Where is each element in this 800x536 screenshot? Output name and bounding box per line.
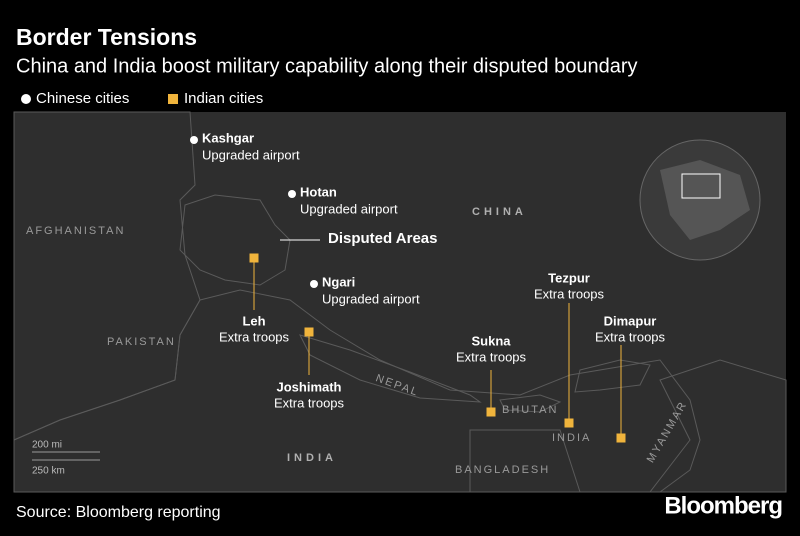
city-name: Dimapur (604, 313, 657, 328)
chinese-city-marker (288, 190, 296, 198)
indian-city-marker (249, 253, 259, 263)
indian-city-marker (564, 418, 574, 428)
locator-globe (639, 139, 761, 261)
city-name: Hotan (300, 184, 337, 199)
country-label: INDIA (552, 432, 591, 444)
city-name: Ngari (322, 274, 355, 289)
indian-city-marker (304, 327, 314, 337)
indian-city-marker (486, 407, 496, 417)
chinese-city-marker (190, 136, 198, 144)
bhutan (499, 394, 562, 413)
city-note: Upgraded airport (322, 291, 420, 306)
city-note: Extra troops (274, 395, 345, 410)
bangladesh (469, 429, 581, 493)
city-name: Tezpur (548, 270, 590, 285)
country-label: PAKISTAN (107, 336, 176, 348)
disputed-label: Disputed Areas (328, 230, 437, 247)
subtitle: China and India boost military capabilit… (16, 55, 638, 77)
scale-label: 250 km (32, 466, 65, 477)
city-note: Upgraded airport (300, 201, 398, 216)
city-name: Leh (242, 313, 265, 328)
country-label: AFGHANISTAN (26, 225, 125, 237)
city-note: Extra troops (595, 329, 666, 344)
legend-label: Chinese cities (36, 90, 129, 107)
city-name: Joshimath (276, 379, 341, 394)
disputed-area (574, 359, 651, 393)
legend-square (168, 94, 178, 104)
source: Source: Bloomberg reporting (16, 504, 221, 521)
myanmar (648, 359, 787, 493)
map: Disputed Areas 200 mi 250 km CHINA AFGHAN… (13, 111, 787, 493)
country-label: CHINA (472, 206, 527, 218)
country-label: INDIA (287, 452, 337, 464)
india-region (13, 289, 701, 493)
city-note: Extra troops (219, 329, 290, 344)
legend-label: Indian cities (184, 90, 263, 107)
nepal (299, 334, 482, 403)
globe-frame (681, 173, 721, 199)
title: Border Tensions (16, 24, 197, 50)
country-label: BHUTAN (502, 404, 558, 416)
brand: Bloomberg (664, 492, 782, 519)
city-name: Kashgar (202, 130, 254, 145)
legend-circle (21, 94, 31, 104)
city-note: Upgraded airport (202, 147, 300, 162)
city-note: Extra troops (456, 349, 527, 364)
indian-city-marker (616, 433, 626, 443)
disputed-area (179, 194, 291, 286)
country-label: BANGLADESH (455, 464, 550, 476)
city-note: Extra troops (534, 286, 605, 301)
city-name: Sukna (471, 333, 511, 348)
scale-label: 200 mi (32, 440, 62, 451)
chinese-city-marker (310, 280, 318, 288)
